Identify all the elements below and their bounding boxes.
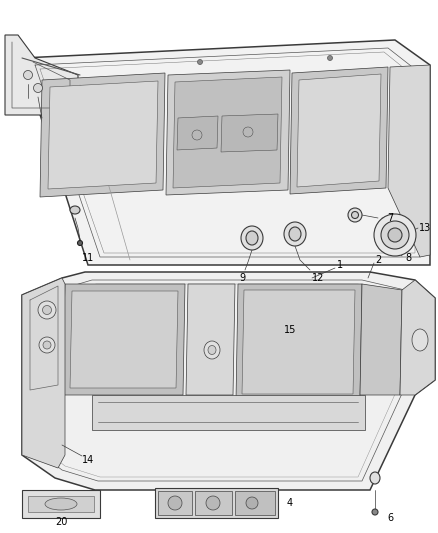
Ellipse shape: [412, 329, 428, 351]
Polygon shape: [22, 272, 435, 490]
Polygon shape: [92, 395, 365, 430]
Ellipse shape: [168, 496, 182, 510]
Polygon shape: [28, 496, 94, 512]
Text: 6: 6: [387, 513, 393, 523]
Polygon shape: [70, 291, 178, 388]
Polygon shape: [290, 67, 388, 194]
Polygon shape: [48, 81, 158, 189]
Polygon shape: [195, 491, 232, 515]
Ellipse shape: [284, 222, 306, 246]
Ellipse shape: [78, 240, 82, 246]
Ellipse shape: [39, 337, 55, 353]
Ellipse shape: [381, 221, 409, 249]
Ellipse shape: [33, 84, 42, 93]
Polygon shape: [155, 488, 278, 518]
Ellipse shape: [43, 341, 51, 349]
Ellipse shape: [246, 497, 258, 509]
Text: 1: 1: [337, 260, 343, 270]
Ellipse shape: [370, 472, 380, 484]
Polygon shape: [186, 284, 235, 395]
Ellipse shape: [45, 498, 77, 510]
Polygon shape: [62, 284, 185, 395]
Ellipse shape: [70, 206, 80, 214]
Ellipse shape: [246, 231, 258, 245]
Polygon shape: [236, 284, 362, 400]
Polygon shape: [360, 284, 402, 395]
Ellipse shape: [198, 60, 202, 64]
Ellipse shape: [241, 226, 263, 250]
Polygon shape: [221, 114, 278, 152]
Polygon shape: [40, 73, 165, 197]
Polygon shape: [235, 491, 275, 515]
Text: 8: 8: [405, 253, 411, 263]
Polygon shape: [297, 74, 381, 187]
Text: 7: 7: [387, 213, 393, 223]
Ellipse shape: [38, 301, 56, 319]
Polygon shape: [22, 490, 100, 518]
Text: 14: 14: [82, 455, 94, 465]
Polygon shape: [166, 70, 290, 195]
Text: 20: 20: [55, 517, 67, 527]
Polygon shape: [173, 77, 282, 188]
Ellipse shape: [352, 212, 358, 219]
Polygon shape: [22, 40, 430, 265]
Text: 13: 13: [419, 223, 431, 233]
Polygon shape: [388, 65, 430, 257]
Text: 4: 4: [287, 498, 293, 508]
Ellipse shape: [24, 70, 32, 79]
Ellipse shape: [348, 208, 362, 222]
Polygon shape: [400, 280, 435, 395]
Polygon shape: [177, 116, 218, 150]
Text: 12: 12: [312, 273, 324, 283]
Polygon shape: [158, 491, 192, 515]
Ellipse shape: [289, 227, 301, 241]
Text: 9: 9: [239, 273, 245, 283]
Text: 15: 15: [284, 325, 296, 335]
Ellipse shape: [42, 305, 52, 314]
Ellipse shape: [328, 55, 332, 61]
Polygon shape: [242, 290, 355, 394]
Ellipse shape: [388, 228, 402, 242]
Polygon shape: [5, 35, 78, 115]
Ellipse shape: [374, 214, 416, 256]
Ellipse shape: [208, 345, 216, 354]
Ellipse shape: [204, 341, 220, 359]
Polygon shape: [22, 278, 65, 468]
Ellipse shape: [206, 496, 220, 510]
Text: 2: 2: [375, 255, 381, 265]
Text: 11: 11: [82, 253, 94, 263]
Ellipse shape: [372, 509, 378, 515]
